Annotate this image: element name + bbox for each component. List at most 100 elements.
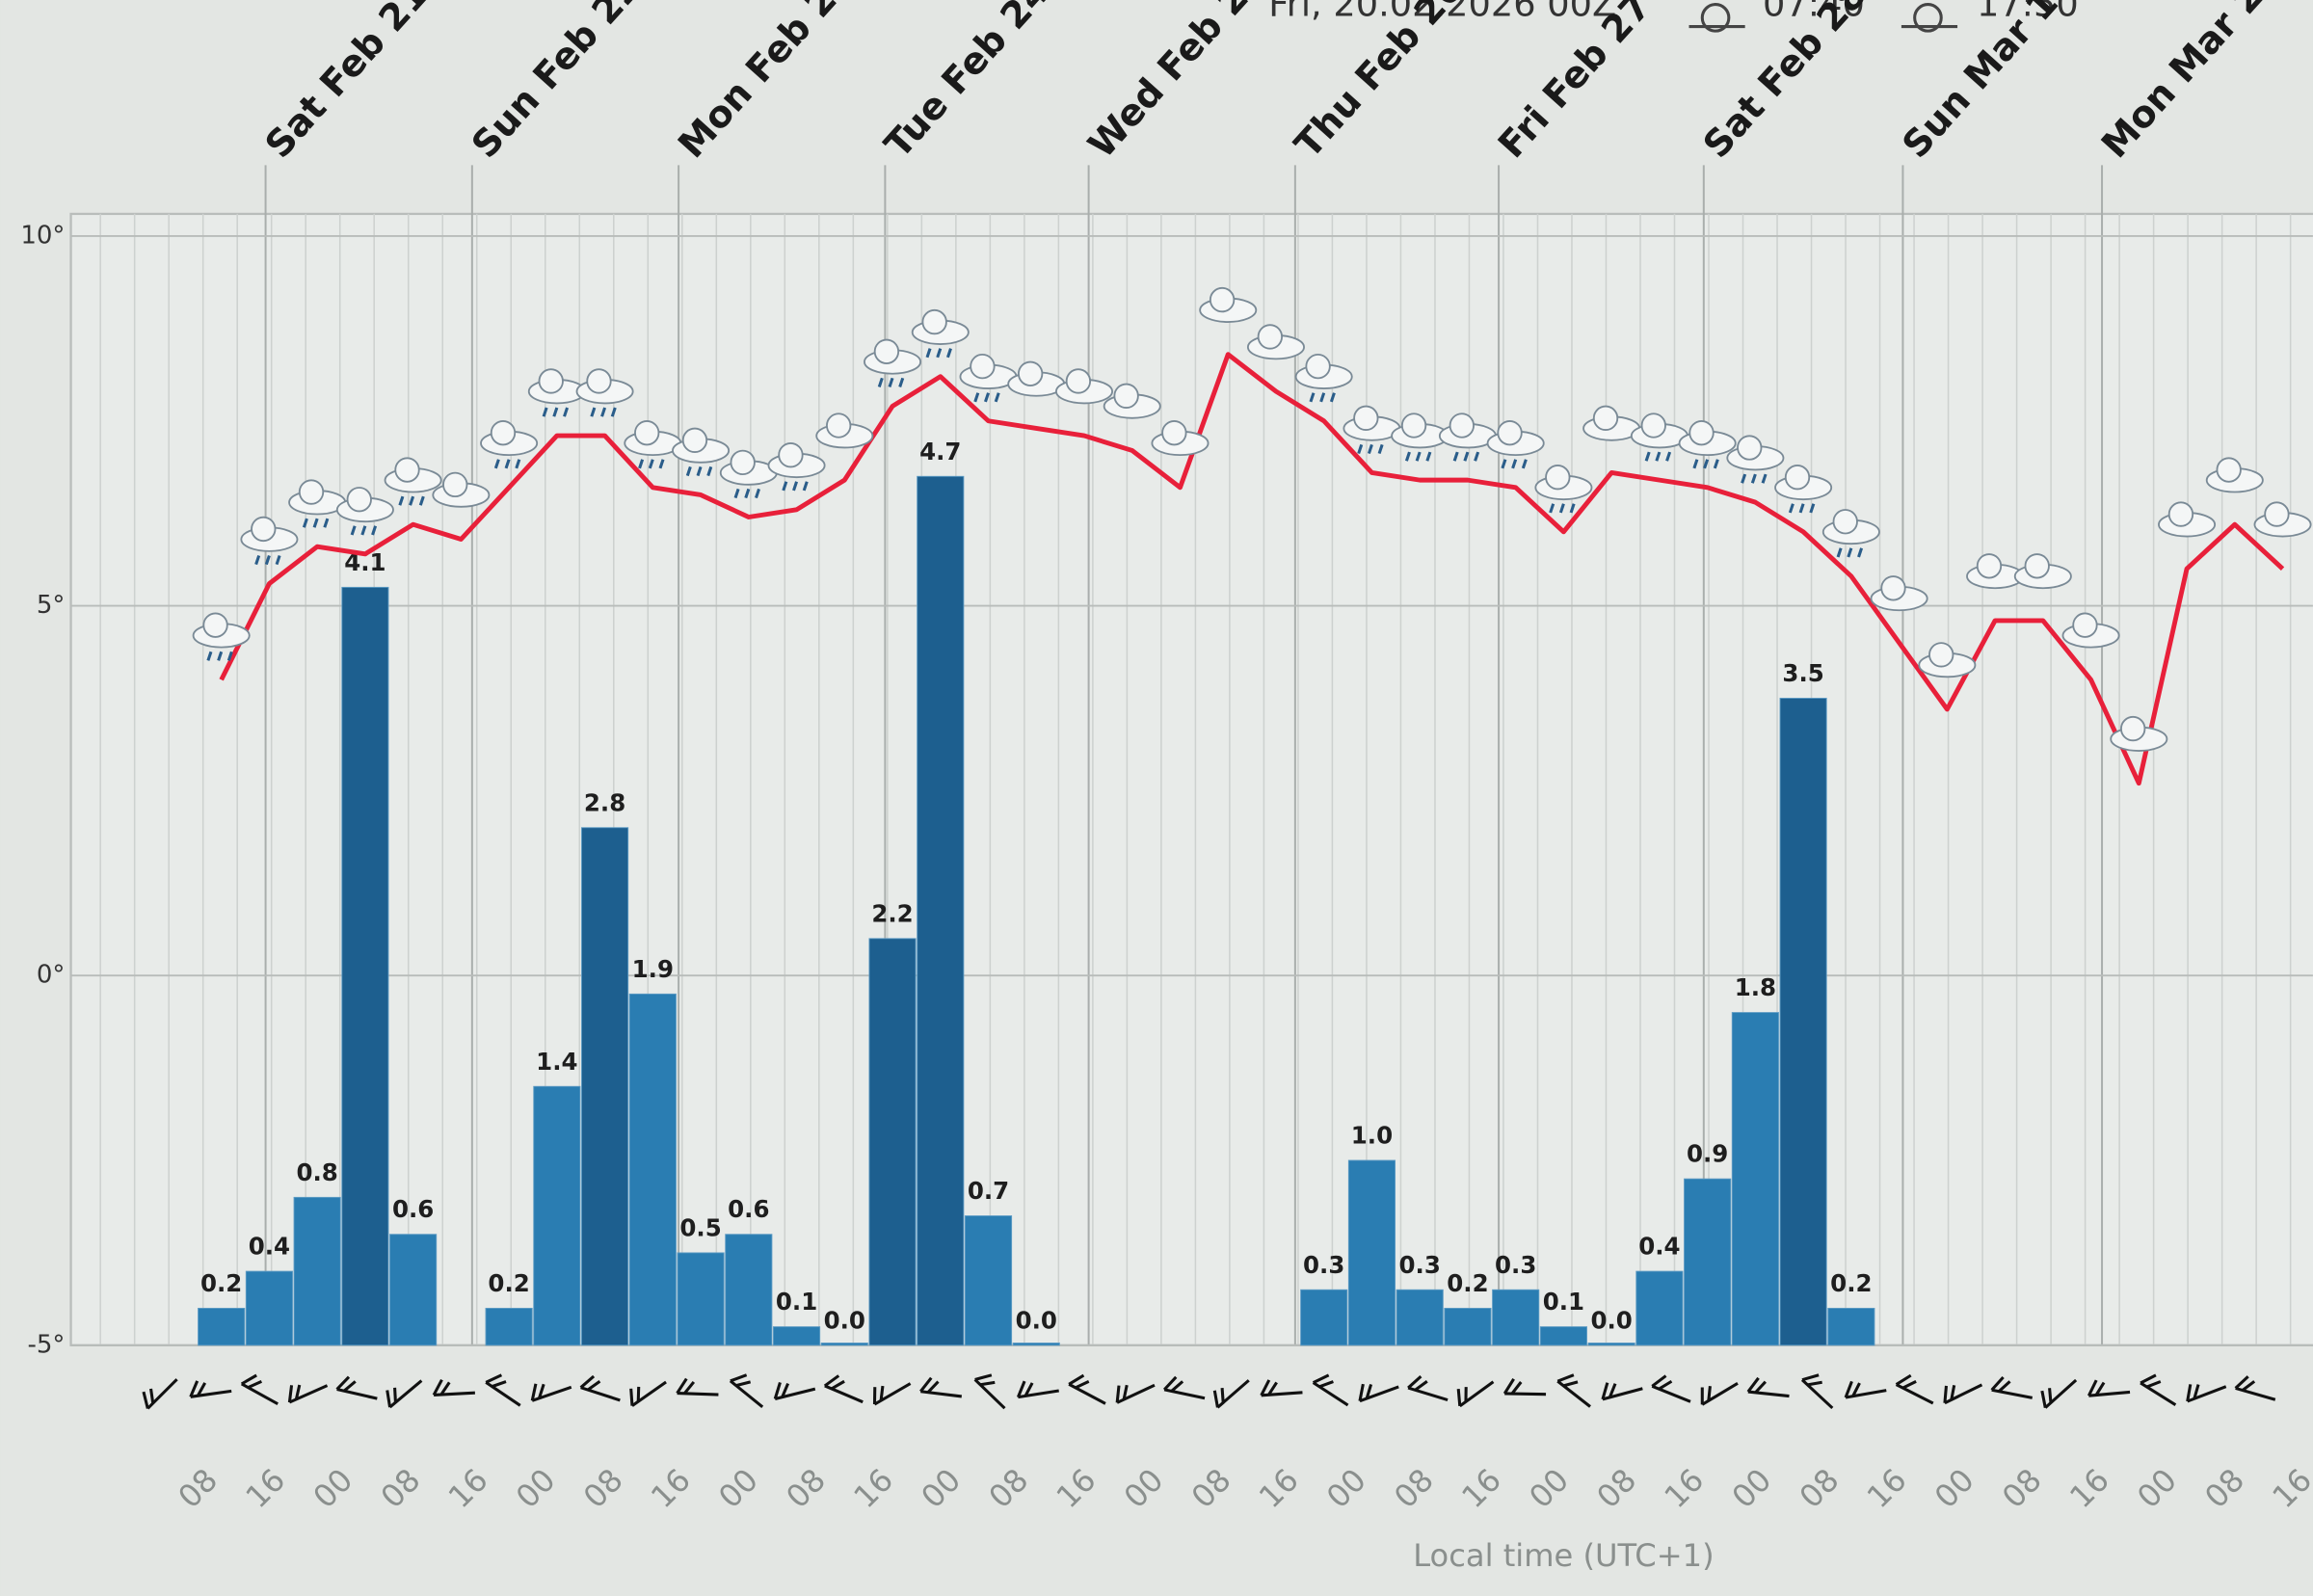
rain-drop bbox=[1329, 392, 1336, 403]
wind-feather bbox=[1658, 1379, 1673, 1391]
precip-bar bbox=[245, 1270, 293, 1346]
weather-icon bbox=[815, 412, 874, 449]
precip-label: 0.3 bbox=[1495, 1251, 1536, 1279]
precip-label: 0.6 bbox=[728, 1195, 769, 1223]
precip-label: 0.0 bbox=[1590, 1306, 1632, 1334]
sunset-time: 17:50 bbox=[1977, 0, 2079, 25]
precip-bar bbox=[964, 1215, 1013, 1346]
rain-drop bbox=[1644, 451, 1651, 462]
precip-bar bbox=[1012, 1343, 1060, 1346]
precip-bar bbox=[389, 1234, 438, 1346]
rain-drop bbox=[925, 348, 932, 359]
cloud bbox=[1497, 420, 1523, 446]
weather-icon bbox=[288, 479, 347, 528]
wind-feather bbox=[1358, 1383, 1365, 1401]
wind-barb bbox=[1556, 1373, 1591, 1408]
wind-feather bbox=[629, 1388, 634, 1406]
precip-bar bbox=[628, 993, 677, 1346]
wind-barb bbox=[530, 1383, 572, 1402]
wind-feather bbox=[1407, 1374, 1422, 1390]
wind-barb bbox=[2087, 1379, 2131, 1397]
wind-feather bbox=[872, 1387, 877, 1405]
wind-feather bbox=[1707, 1386, 1712, 1401]
precip-label: 0.2 bbox=[488, 1269, 529, 1297]
wind-feather bbox=[1601, 1382, 1609, 1400]
wind-feather bbox=[781, 1382, 790, 1398]
precip-bar bbox=[485, 1307, 533, 1346]
cloud bbox=[1065, 368, 1092, 394]
precip-label: 0.3 bbox=[1303, 1251, 1344, 1279]
wind-barb bbox=[629, 1380, 667, 1407]
sunset-icon bbox=[1901, 3, 1958, 33]
wind-barb bbox=[579, 1374, 621, 1402]
rain-drop bbox=[590, 407, 597, 417]
rain-drop bbox=[984, 392, 990, 403]
wind-feather bbox=[189, 1380, 199, 1397]
cloud bbox=[681, 427, 708, 454]
weather-icon bbox=[384, 457, 442, 506]
cloud bbox=[1928, 642, 1954, 668]
sunrise-time: 07:40 bbox=[1763, 0, 1865, 25]
precip-bar bbox=[1396, 1289, 1444, 1346]
rain-drop bbox=[226, 651, 233, 661]
rain-drop bbox=[936, 348, 943, 359]
wind-feather bbox=[1746, 1376, 1760, 1394]
precip-bar bbox=[1684, 1178, 1732, 1346]
rain-drop bbox=[542, 407, 548, 417]
wind-feather bbox=[1260, 1379, 1271, 1396]
wind-feather bbox=[1115, 1385, 1121, 1403]
wind-barb bbox=[485, 1373, 521, 1407]
wind-barb bbox=[2234, 1375, 2276, 1401]
rain-drop bbox=[1309, 392, 1316, 403]
rain-drop bbox=[350, 525, 357, 536]
wind-barb bbox=[240, 1373, 279, 1406]
wind-barb bbox=[872, 1382, 912, 1406]
temperature-line bbox=[219, 352, 2285, 786]
wind-feather bbox=[730, 1373, 748, 1383]
wind-barb bbox=[1407, 1374, 1449, 1402]
wind-shaft bbox=[434, 1391, 475, 1396]
precip-bar bbox=[293, 1196, 341, 1346]
wind-feather bbox=[1170, 1380, 1184, 1393]
wind-feather bbox=[979, 1380, 996, 1387]
wind-shaft bbox=[531, 1385, 572, 1402]
wind-feather bbox=[1943, 1385, 1948, 1403]
precip-label: 0.6 bbox=[392, 1195, 434, 1223]
cloud bbox=[538, 368, 564, 394]
y-tick-label: 5° bbox=[37, 591, 66, 620]
cloud bbox=[2264, 501, 2290, 527]
cloud bbox=[970, 353, 996, 380]
wind-shaft bbox=[1602, 1387, 1643, 1401]
weather-icon bbox=[1821, 509, 1880, 558]
wind-feather bbox=[1754, 1380, 1767, 1394]
wind-barb bbox=[1212, 1379, 1250, 1409]
wind-feather bbox=[492, 1380, 507, 1389]
weather-icon bbox=[2061, 612, 2120, 649]
wind-barb bbox=[1115, 1383, 1156, 1404]
rain-drop bbox=[1463, 451, 1470, 462]
wind-barb bbox=[1746, 1376, 1790, 1398]
wind-feather bbox=[393, 1387, 397, 1403]
rain-drop bbox=[898, 377, 905, 387]
y-tick-label: 10° bbox=[20, 221, 65, 250]
wind-feather bbox=[1318, 1380, 1334, 1389]
rain-drop bbox=[1404, 451, 1411, 462]
wind-feather bbox=[343, 1380, 357, 1393]
wind-feather bbox=[879, 1385, 885, 1401]
rain-drop bbox=[1501, 459, 1507, 469]
wind-feather bbox=[1163, 1375, 1178, 1391]
wind-feather bbox=[1901, 1379, 1917, 1390]
precip-label: 2.2 bbox=[871, 899, 913, 927]
wind-feather bbox=[1807, 1380, 1822, 1387]
rain-drop bbox=[1703, 459, 1710, 469]
wind-barb bbox=[1456, 1380, 1495, 1408]
rain-drop bbox=[658, 459, 665, 469]
precip-label: 0.0 bbox=[1016, 1306, 1057, 1334]
weather-icon bbox=[1678, 420, 1737, 469]
wind-feather bbox=[149, 1388, 155, 1404]
weather-icon bbox=[432, 471, 491, 508]
cloud bbox=[251, 516, 277, 543]
wind-shaft bbox=[485, 1381, 521, 1407]
cloud bbox=[1832, 509, 1858, 535]
precip-label: 0.0 bbox=[824, 1306, 865, 1334]
